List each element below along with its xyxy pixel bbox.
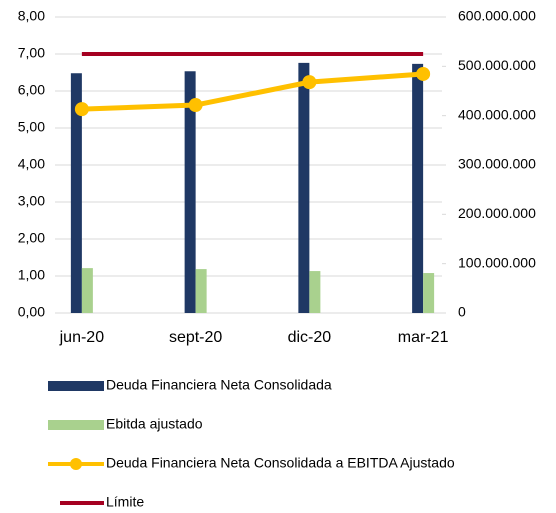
- y2-tick-label: 100.000.000: [458, 254, 536, 270]
- y-tick-label: 0,00: [18, 304, 45, 320]
- legend-swatch: [48, 420, 104, 430]
- legend-label: Ebitda ajustado: [106, 416, 203, 432]
- y-tick-label: 3,00: [18, 193, 45, 209]
- y-tick-label: 8,00: [18, 8, 45, 24]
- y2-tick-label: 300.000.000: [458, 156, 536, 172]
- y-tick-label: 1,00: [18, 267, 45, 283]
- legend-label: Deuda Financiera Neta Consolidada: [106, 377, 332, 393]
- x-tick-label: mar-21: [398, 329, 449, 346]
- x-tick-label: jun-20: [59, 329, 105, 346]
- y2-tick-label: 600.000.000: [458, 8, 536, 24]
- bar: [423, 273, 435, 313]
- bar: [309, 271, 321, 313]
- y-tick-label: 7,00: [18, 45, 45, 61]
- legend-label: Límite: [106, 494, 144, 510]
- y-tick-label: 5,00: [18, 119, 45, 135]
- y2-tick-label: 400.000.000: [458, 106, 536, 122]
- bar: [195, 269, 207, 313]
- x-tick-label: dic-20: [288, 329, 332, 346]
- y-tick-label: 4,00: [18, 156, 45, 172]
- bar: [298, 62, 310, 313]
- marker: [302, 75, 317, 90]
- bar: [70, 73, 82, 314]
- marker: [188, 98, 203, 113]
- legend-label: Deuda Financiera Neta Consolidada a EBIT…: [106, 455, 455, 471]
- x-tick-label: sept-20: [169, 329, 222, 346]
- legend-marker: [70, 458, 82, 470]
- y2-tick-label: 500.000.000: [458, 57, 536, 73]
- y-tick-label: 6,00: [18, 82, 45, 98]
- bar: [184, 71, 196, 314]
- y2-tick-label: 200.000.000: [458, 205, 536, 221]
- y-tick-label: 2,00: [18, 230, 45, 246]
- marker: [74, 102, 89, 117]
- line: [81, 71, 424, 112]
- bar: [81, 268, 93, 313]
- marker: [416, 66, 431, 81]
- legend-swatch: [48, 381, 104, 391]
- bar: [412, 63, 424, 313]
- y2-tick-label: 0: [458, 304, 466, 320]
